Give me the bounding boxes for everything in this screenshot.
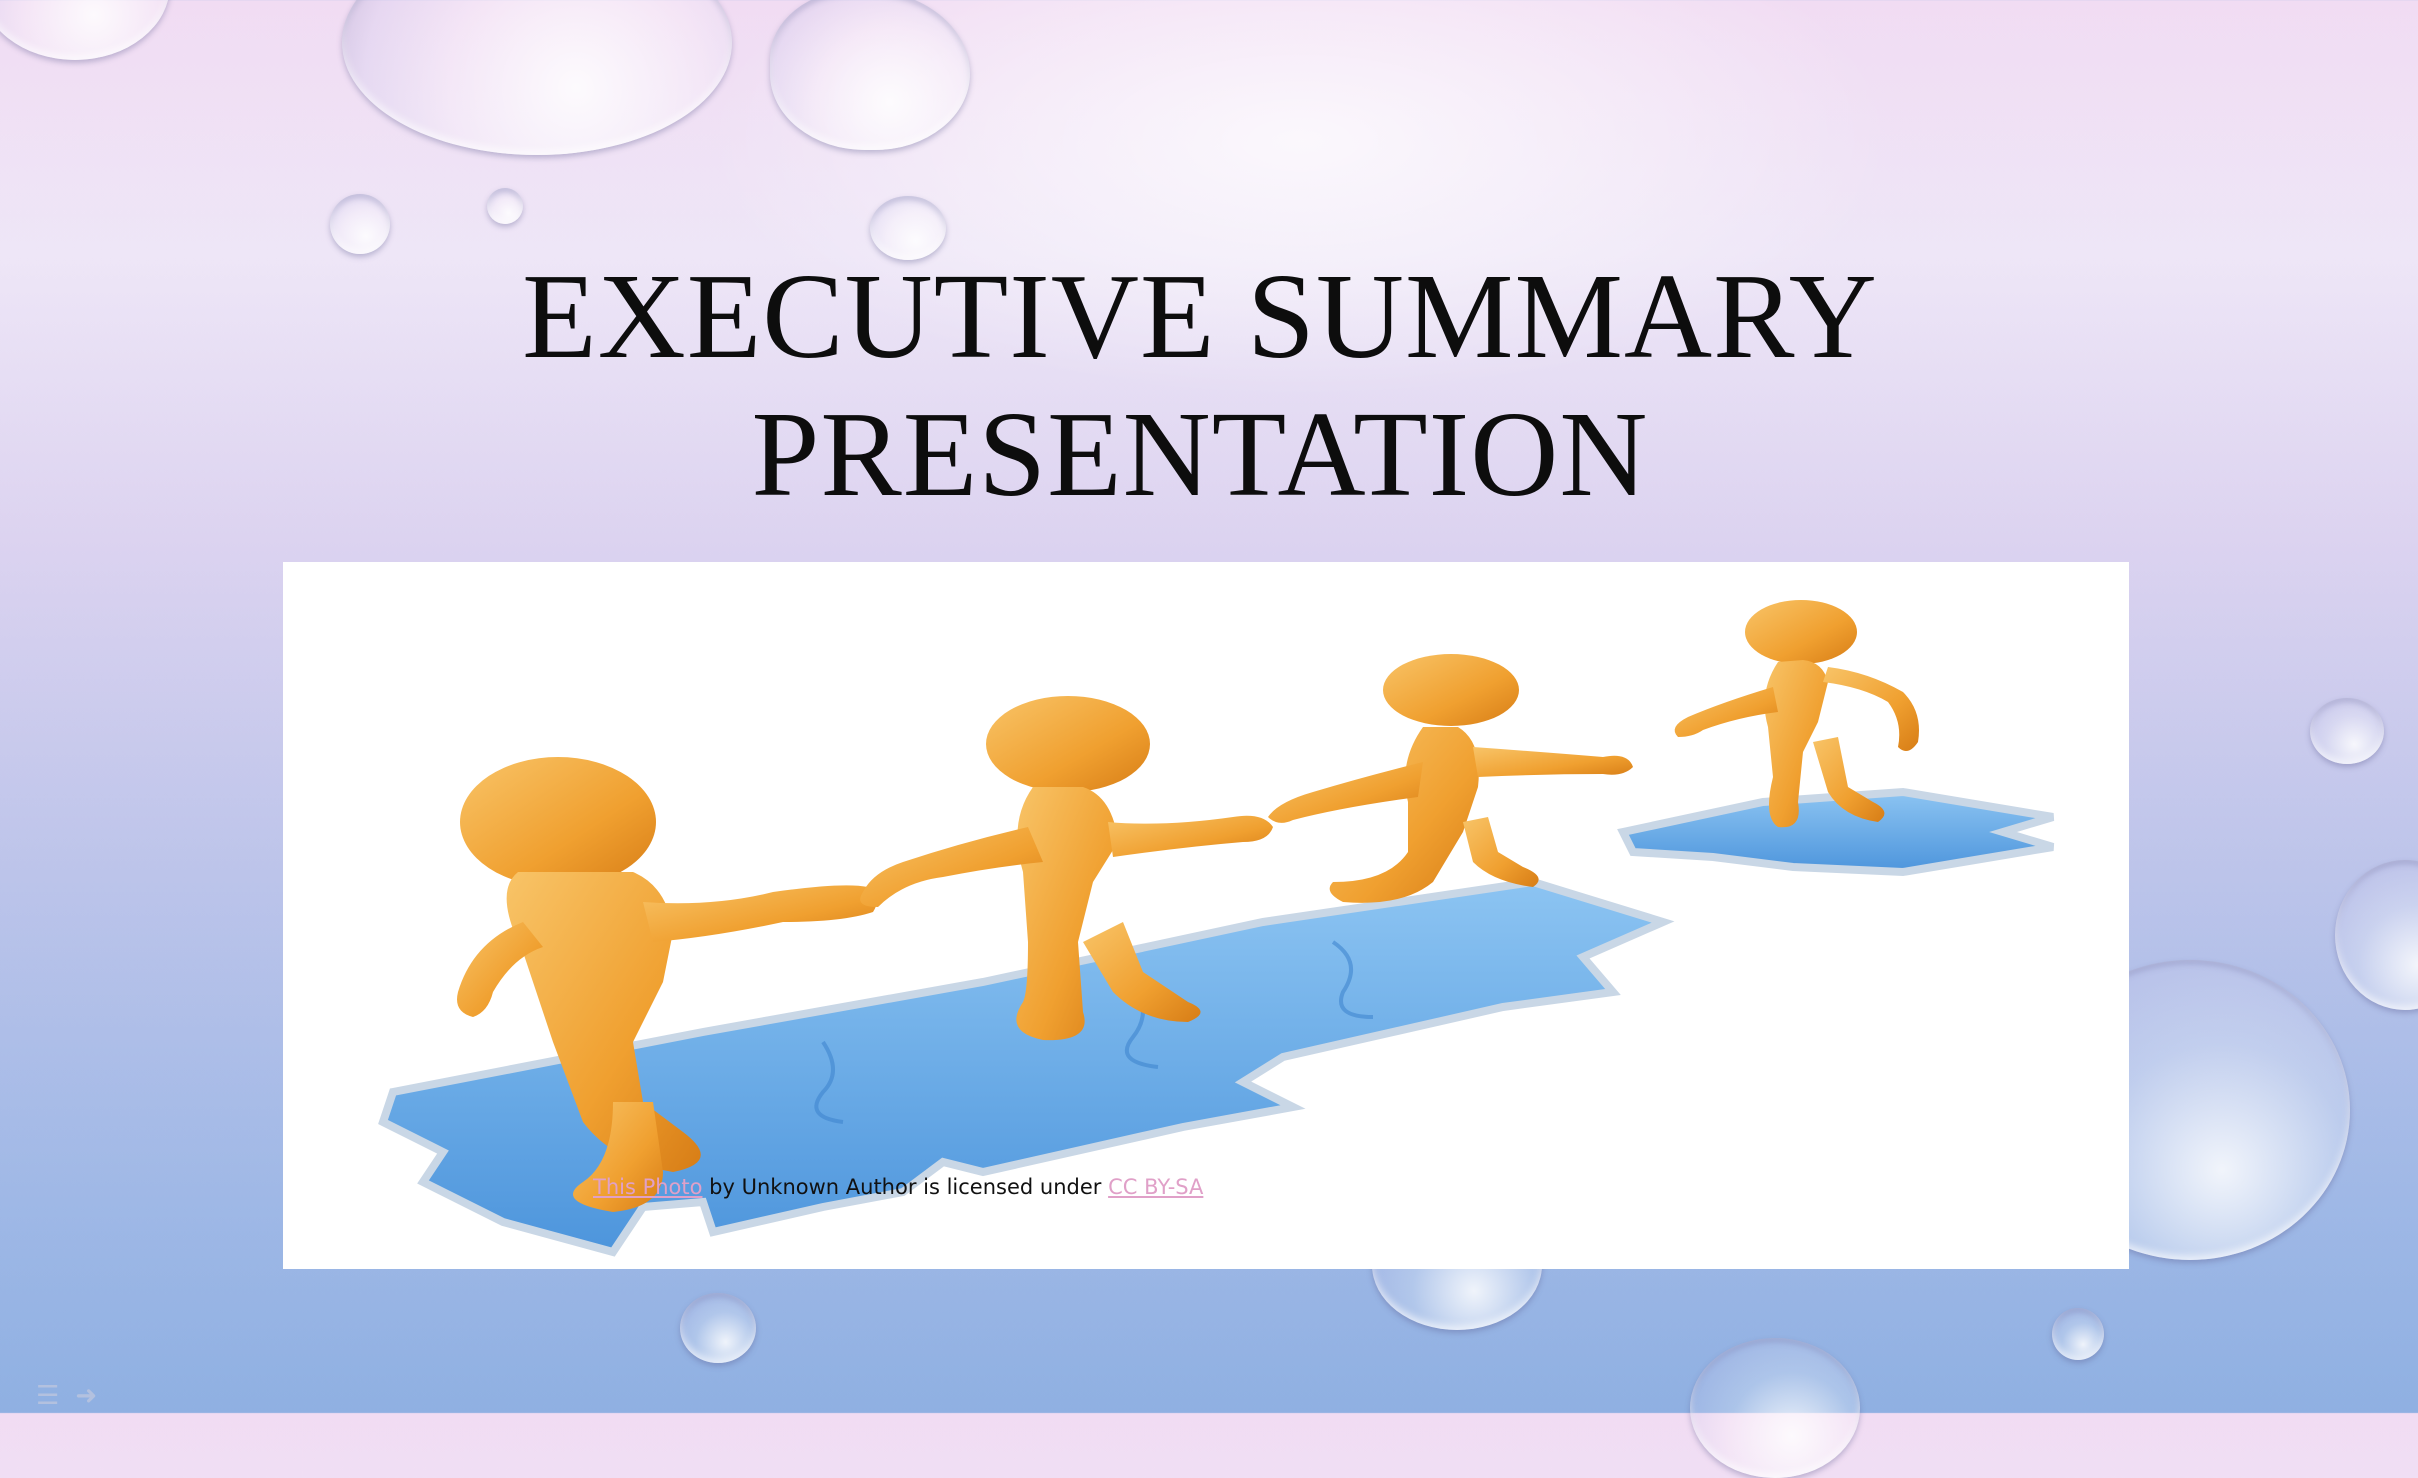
- water-droplet: [330, 194, 390, 254]
- water-droplet: [0, 0, 170, 60]
- teamwork-illustration: [283, 562, 2129, 1269]
- water-droplet: [1690, 1338, 1860, 1478]
- photo-attribution: This Photo by Unknown Author is licensed…: [593, 1175, 1203, 1199]
- water-droplet: [487, 188, 523, 224]
- license-link[interactable]: CC BY-SA: [1108, 1175, 1203, 1199]
- water-droplet: [2335, 860, 2418, 1010]
- next-arrow-icon[interactable]: ➜: [75, 1380, 97, 1410]
- water-droplet: [342, 0, 732, 155]
- title-line-1: EXECUTIVE SUMMARY: [300, 248, 2100, 386]
- teamwork-picture[interactable]: This Photo by Unknown Author is licensed…: [283, 562, 2129, 1269]
- menu-icon[interactable]: ☰: [36, 1380, 59, 1410]
- water-droplet: [680, 1293, 756, 1363]
- slideshow-controls[interactable]: ☰ ➜: [36, 1380, 146, 1413]
- slide-title: EXECUTIVE SUMMARY PRESENTATION: [300, 248, 2100, 524]
- water-droplet: [770, 0, 970, 150]
- attribution-text: by Unknown Author is licensed under: [703, 1175, 1109, 1199]
- water-droplet: [2052, 1308, 2104, 1360]
- title-line-2: PRESENTATION: [300, 386, 2100, 524]
- photo-link[interactable]: This Photo: [593, 1175, 703, 1199]
- figure-3: [1268, 654, 1633, 903]
- water-droplet: [2310, 698, 2384, 764]
